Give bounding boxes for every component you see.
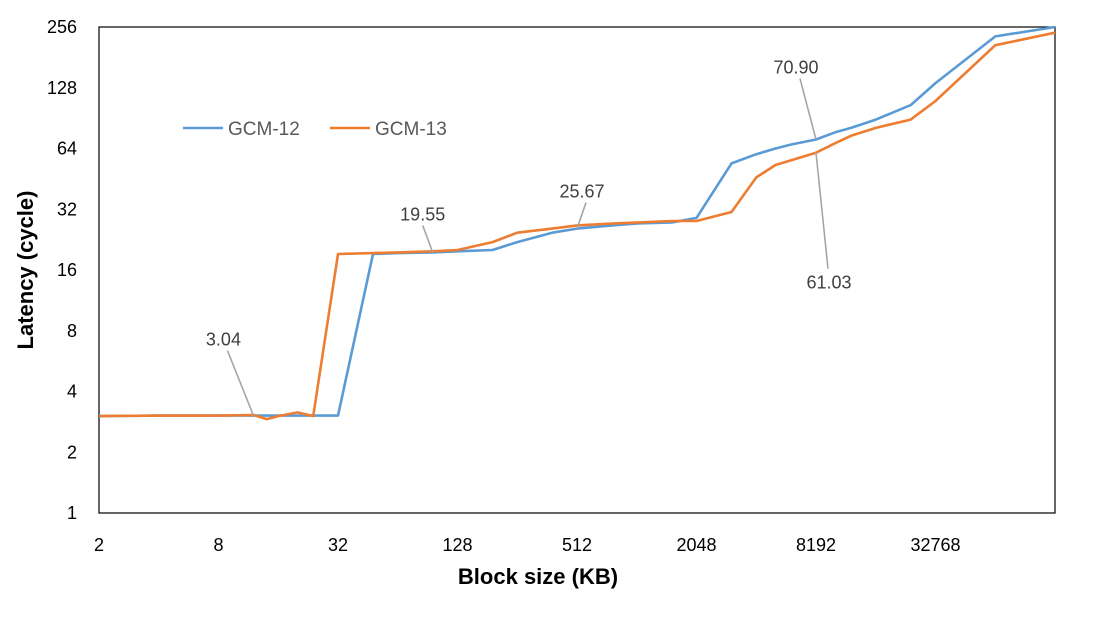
y-tick-label: 1 xyxy=(67,503,77,523)
annotation-label: 19.55 xyxy=(400,204,445,224)
legend: GCM-12 GCM-13 xyxy=(183,119,447,140)
y-tick-label: 256 xyxy=(47,17,77,37)
y-tick-labels: 1 2 4 8 16 32 64 128 256 xyxy=(47,17,77,523)
x-tick-label: 8192 xyxy=(796,535,836,555)
x-tick-label: 512 xyxy=(562,535,592,555)
series-line-gcm-13 xyxy=(98,31,1056,421)
x-tick-label: 2048 xyxy=(676,535,716,555)
plot-area-border xyxy=(98,26,1056,514)
annotation-label: 3.04 xyxy=(206,330,241,350)
x-tick-label: 32768 xyxy=(910,535,960,555)
series-lines xyxy=(98,25,1056,421)
annotation-leader xyxy=(799,78,817,140)
y-axis-title: Latency (cycle) xyxy=(13,191,38,350)
x-tick-labels: 2 8 32 128 512 2048 8192 32768 xyxy=(94,535,961,555)
y-tick-label: 64 xyxy=(57,139,77,159)
x-tick-label: 32 xyxy=(328,535,348,555)
annotation-leader xyxy=(226,350,255,416)
y-tick-label: 8 xyxy=(67,321,77,341)
y-tick-label: 2 xyxy=(67,442,77,462)
x-tick-label: 8 xyxy=(213,535,223,555)
legend-label: GCM-13 xyxy=(375,119,447,140)
y-tick-label: 4 xyxy=(67,382,77,402)
x-tick-label: 128 xyxy=(442,535,472,555)
legend-label: GCM-12 xyxy=(228,119,300,140)
y-tick-label: 32 xyxy=(57,199,77,219)
annotation-leader xyxy=(421,225,434,253)
annotation-label: 25.67 xyxy=(559,182,604,202)
y-tick-label: 16 xyxy=(57,260,77,280)
annotations: 3.04 19.55 25.67 70.90 61.03 xyxy=(206,58,852,416)
x-tick-label: 2 xyxy=(94,535,104,555)
annotation-leader xyxy=(815,152,829,269)
annotation-label: 70.90 xyxy=(773,58,818,78)
series-line-gcm-12 xyxy=(98,25,1056,418)
annotation-leader xyxy=(576,202,587,229)
annotation-label: 61.03 xyxy=(806,273,851,293)
x-axis-title: Block size (KB) xyxy=(458,564,618,589)
y-tick-label: 128 xyxy=(47,78,77,98)
